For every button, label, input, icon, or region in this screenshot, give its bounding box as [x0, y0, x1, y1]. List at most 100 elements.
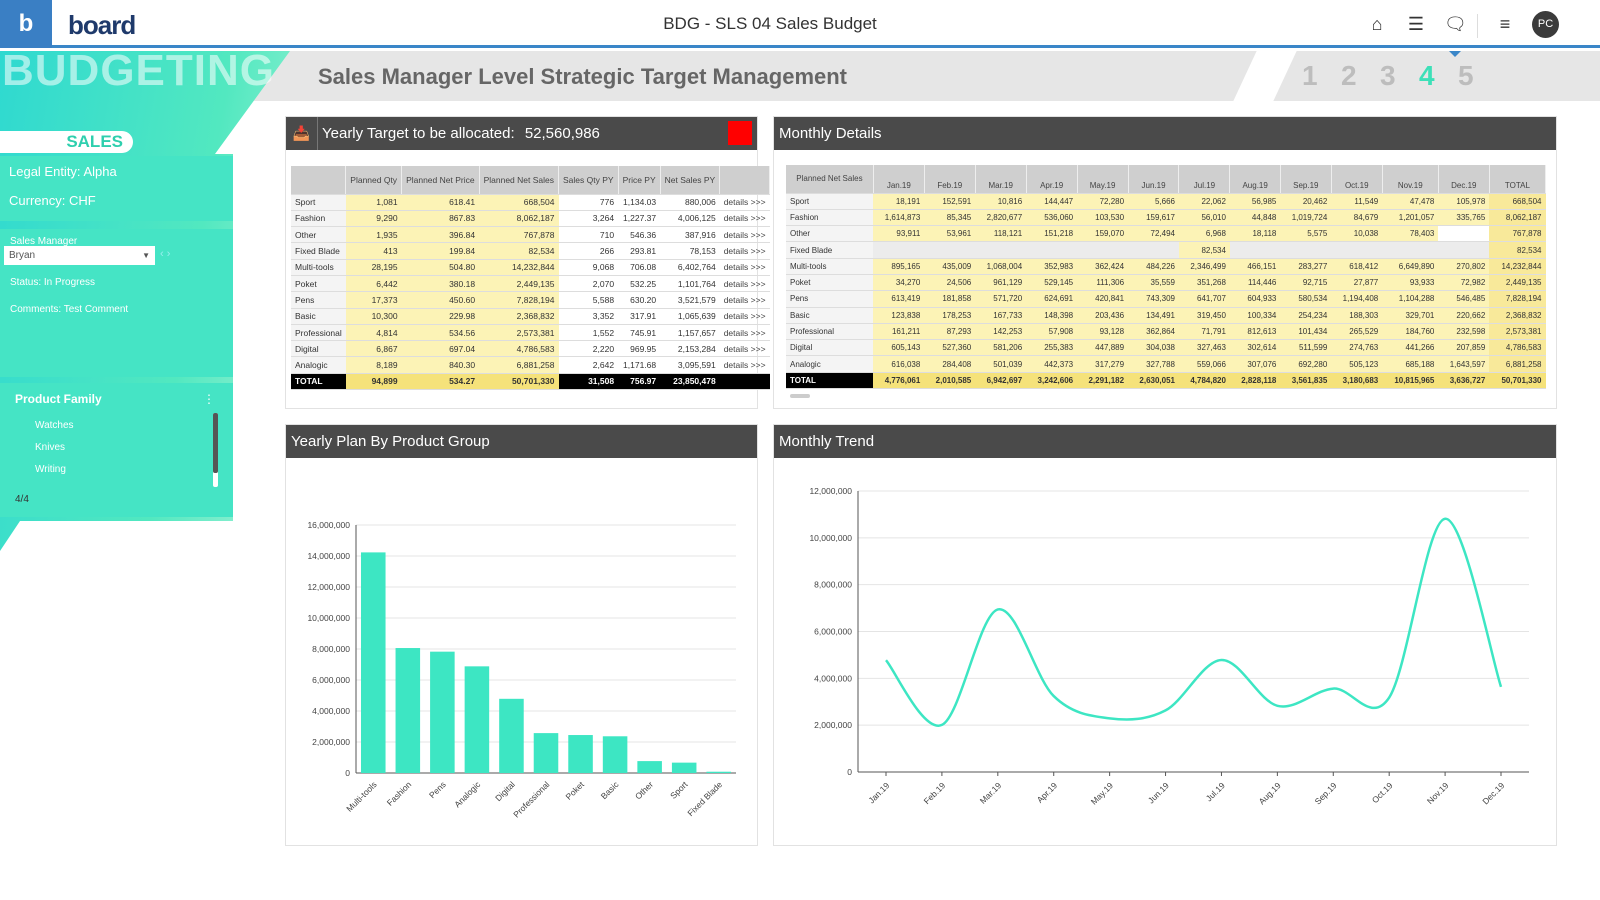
cell: 442,373 [1026, 355, 1078, 373]
more-options-icon[interactable]: ⋮ [203, 392, 215, 406]
cell: 93,128 [1077, 323, 1129, 341]
horizontal-scrollbar[interactable] [790, 394, 810, 398]
data-point[interactable] [996, 607, 1000, 611]
prev-next-arrows-icon[interactable]: ‹ › [160, 248, 171, 260]
row-label: Sport [786, 193, 874, 210]
total-blank [719, 373, 770, 391]
data-point[interactable] [1219, 658, 1223, 662]
data-point[interactable] [1164, 708, 1168, 712]
total-cell: 4,784,820 [1178, 372, 1230, 390]
cell: 270,802 [1438, 258, 1490, 275]
data-point[interactable] [1387, 696, 1391, 700]
bar[interactable] [395, 648, 421, 773]
cell: 2,220 [558, 340, 619, 358]
bar[interactable] [637, 761, 662, 773]
data-point[interactable] [1499, 685, 1503, 689]
cell: 618,412 [1331, 258, 1383, 275]
data-point[interactable] [1443, 517, 1447, 521]
user-avatar[interactable]: PC [1532, 11, 1559, 38]
cell [1229, 241, 1281, 259]
bar[interactable] [361, 552, 386, 773]
total-cell: 3,636,727 [1438, 372, 1490, 390]
bar[interactable] [464, 666, 490, 773]
details-link[interactable]: details >>> [719, 210, 770, 228]
details-link[interactable]: details >>> [719, 275, 770, 293]
bar[interactable] [499, 698, 524, 773]
column-header: Feb.19 [924, 165, 976, 194]
cell: 329,701 [1382, 307, 1439, 324]
row-label: Fixed Blade [786, 241, 874, 259]
product-family-item[interactable]: Watches [35, 420, 74, 431]
bar[interactable] [568, 735, 593, 773]
yearly-plan-panel: Yearly Plan By Product Group 0 2,000,000 4… [285, 424, 758, 846]
board-app-logo[interactable]: b [0, 0, 52, 48]
product-family-box: Product Family ⋮ Watches Knives Writing … [0, 383, 233, 517]
total-cell: 10,815,965 [1382, 372, 1439, 390]
details-link[interactable]: details >>> [719, 324, 770, 342]
step-2[interactable]: 2 [1341, 60, 1357, 91]
cell: 1,104,288 [1382, 290, 1439, 308]
details-link[interactable]: details >>> [719, 242, 770, 260]
data-point[interactable] [1331, 687, 1335, 691]
cell [873, 241, 925, 259]
cell: 266 [558, 242, 619, 260]
total-cell: 6,942,697 [975, 372, 1027, 390]
x-tick-label: Jun.19 [1146, 780, 1171, 805]
yearly-target-table: Planned Qty Planned Net Price Planned Net … [291, 166, 771, 391]
comments-icon[interactable]: 🗨 [1444, 14, 1467, 34]
details-link[interactable]: details >>> [719, 194, 770, 211]
step-1[interactable]: 1 [1302, 60, 1318, 91]
data-point[interactable] [884, 658, 888, 662]
cell: 232,598 [1438, 323, 1490, 341]
cell: 6,881,258 [1489, 355, 1546, 373]
cell: 184,760 [1382, 323, 1439, 341]
data-point[interactable] [1052, 694, 1056, 698]
details-link[interactable]: details >>> [719, 340, 770, 358]
cell: 8,062,187 [1489, 209, 1546, 227]
hamburger-menu-icon[interactable]: ≡ [1499, 14, 1511, 34]
table-row: Poket 6,442 380.18 2,449,135 2,070 532.25 1,10… [291, 275, 770, 293]
bar[interactable] [671, 762, 697, 773]
cell: 293.81 [618, 242, 661, 260]
cell: 352,983 [1026, 258, 1078, 275]
details-link[interactable]: details >>> [719, 259, 770, 276]
bar[interactable] [602, 736, 628, 773]
row-label: Professional [786, 323, 874, 341]
home-icon[interactable]: ⌂ [1371, 14, 1383, 34]
data-point[interactable] [1275, 704, 1279, 708]
cell: 57,908 [1026, 323, 1078, 341]
bar[interactable] [706, 771, 731, 773]
layout-panel-icon[interactable]: ☰ [1407, 14, 1425, 34]
sales-manager-select[interactable]: Bryan ▼ [4, 246, 155, 265]
cell: 6,867 [345, 340, 402, 358]
step-4-active[interactable]: 4 [1419, 60, 1435, 91]
step-3[interactable]: 3 [1380, 60, 1396, 91]
data-point[interactable] [1108, 716, 1112, 720]
details-link[interactable]: details >>> [719, 308, 770, 325]
cell: 220,662 [1438, 307, 1490, 324]
cell: 2,642 [558, 356, 619, 374]
step-5[interactable]: 5 [1458, 60, 1474, 91]
y-tick-label: 0 [345, 768, 350, 778]
scrollbar[interactable] [213, 413, 218, 487]
board-brand-logo: board [68, 10, 136, 40]
trend-line[interactable] [885, 517, 1503, 727]
table-row: Other 93,911 53,961 118,121 151,218 159,070 72… [786, 225, 1546, 243]
product-family-item[interactable]: Knives [35, 442, 66, 453]
row-label: Other [291, 226, 346, 244]
bar[interactable] [533, 733, 559, 773]
cell: 152,591 [924, 193, 976, 210]
details-link[interactable]: details >>> [719, 291, 770, 309]
table-row: Analogic 8,189 840.30 6,881,258 2,642 1,171.6… [291, 356, 770, 374]
row-label: Other [786, 225, 874, 243]
details-link[interactable]: details >>> [719, 356, 770, 374]
yearly-target-label: Yearly Target to be allocated: [322, 125, 515, 142]
data-point[interactable] [940, 723, 944, 727]
y-tick-label: 0 [847, 767, 852, 777]
product-family-item[interactable]: Writing [35, 464, 66, 475]
cell: 6,968 [1178, 225, 1230, 243]
column-header: Dec.19 [1438, 165, 1490, 194]
table-row: Professional 161,211 87,293 142,253 57,908 93… [786, 323, 1546, 341]
bar[interactable] [430, 651, 455, 773]
details-link[interactable]: details >>> [719, 226, 770, 244]
